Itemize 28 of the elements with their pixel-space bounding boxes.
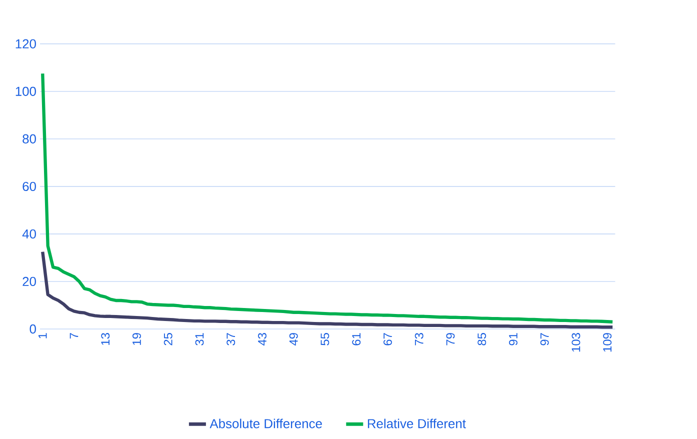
x-tick-label: 67 (383, 333, 392, 346)
y-tick-label: 40 (22, 229, 36, 239)
y-tick-label: 60 (22, 182, 36, 191)
x-tick-label: 103 (572, 333, 580, 352)
y-tick-label: 0 (30, 324, 36, 334)
x-tick-label: 43 (258, 333, 266, 346)
x-tick-label: 13 (101, 333, 110, 345)
x-tick-label: 1 (38, 333, 47, 338)
x-tick-label: 97 (540, 333, 549, 346)
x-tick-label: 19 (132, 333, 141, 345)
x-tick-label: 73 (414, 333, 424, 346)
y-tick-label: 120 (16, 39, 36, 48)
y-tick-label: 20 (22, 276, 36, 286)
x-tick-label: 79 (446, 333, 455, 346)
legend-label: Relative Different (368, 418, 466, 428)
y-tick-label: 80 (22, 134, 36, 144)
y-tick-label: 100 (16, 86, 36, 96)
x-tick-label: 85 (478, 333, 486, 346)
x-tick-label: 49 (289, 333, 298, 346)
x-tick-label: 31 (195, 333, 204, 346)
x-tick-label: 109 (603, 333, 612, 352)
legend-label: Absolute Difference (210, 418, 322, 428)
x-tick-label: 91 (508, 333, 518, 346)
x-tick-label: 25 (164, 333, 172, 346)
x-tick-label: 37 (226, 333, 236, 346)
x-tick-label: 7 (70, 333, 78, 339)
x-tick-label: 55 (320, 333, 330, 346)
x-tick-label: 61 (352, 333, 361, 346)
